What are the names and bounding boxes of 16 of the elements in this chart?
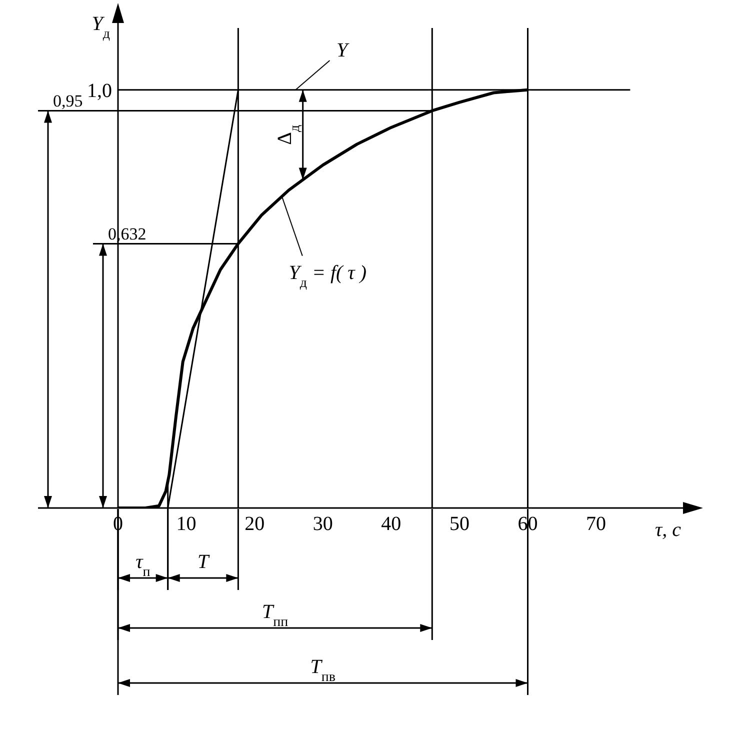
ref-line-label: 0,95	[53, 92, 83, 111]
text: T	[197, 551, 210, 573]
x-tick-label: 40	[381, 513, 402, 536]
x-tick-label: 30	[312, 513, 333, 536]
x-tick-label: 20	[244, 513, 265, 536]
x-tick-label: 50	[449, 513, 470, 536]
text: 1,0	[87, 80, 112, 102]
text: T$_{пв}$	[310, 656, 336, 684]
text: τ$_{п}$	[136, 551, 151, 580]
x-axis-title: τ, c	[654, 519, 682, 541]
series-label: Y	[336, 39, 350, 62]
x-tick-label: 10	[176, 513, 196, 536]
x-tick-label: 70	[586, 513, 606, 536]
text: T$_{пп}$	[262, 601, 289, 630]
y-axis-title: Y$_{д}$	[92, 13, 110, 42]
text: Y$_{д}$ = f( τ )	[288, 262, 367, 290]
